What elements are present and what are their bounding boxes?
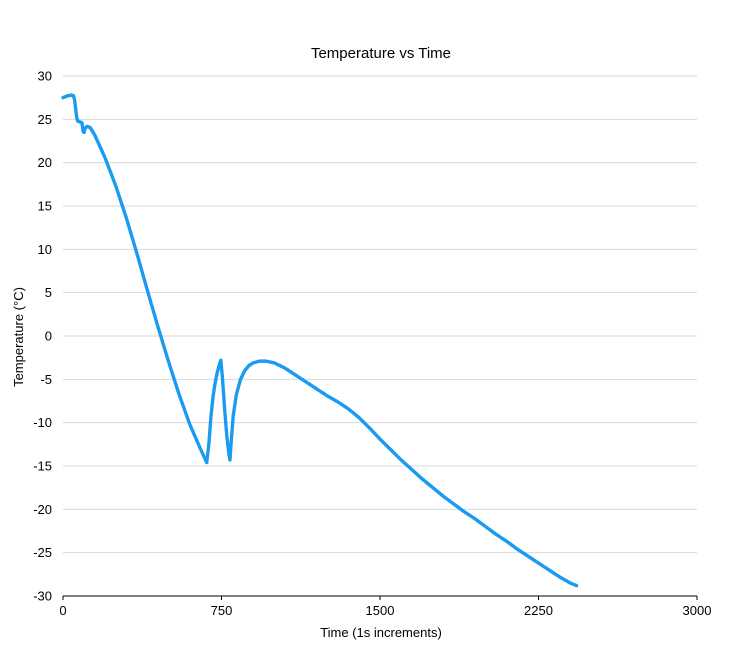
y-tick-label: 10 <box>38 242 52 257</box>
y-tick-label: 30 <box>38 69 52 84</box>
chart-title: Temperature vs Time <box>311 45 451 62</box>
x-tick-label: 0 <box>59 603 66 618</box>
x-axis-ticks: 0 750 1500 2250 3000 <box>59 596 711 618</box>
data-points <box>61 93 579 588</box>
y-tick-label: -25 <box>33 545 52 560</box>
x-tick-label: 750 <box>211 603 233 618</box>
y-axis-ticks: 30 25 20 15 10 5 0 -5 -10 -15 -20 -25 -30 <box>33 69 52 604</box>
y-tick-label: -10 <box>33 415 52 430</box>
y-tick-label: -30 <box>33 589 52 604</box>
y-axis-label: Temperature (°C) <box>11 287 26 387</box>
x-tick-label: 2250 <box>524 603 553 618</box>
y-tick-label: -5 <box>40 372 52 387</box>
x-axis-label: Time (1s increments) <box>320 625 442 640</box>
y-tick-label: 5 <box>45 285 52 300</box>
gridlines <box>63 75 697 554</box>
y-tick-label: 20 <box>38 155 52 170</box>
y-tick-label: 25 <box>38 112 52 127</box>
y-tick-label: 0 <box>45 329 52 344</box>
x-tick-label: 3000 <box>683 603 712 618</box>
x-tick-label: 1500 <box>366 603 395 618</box>
y-tick-label: 15 <box>38 199 52 214</box>
y-tick-label: -20 <box>33 502 52 517</box>
data-point <box>574 583 579 588</box>
y-tick-label: -15 <box>33 459 52 474</box>
